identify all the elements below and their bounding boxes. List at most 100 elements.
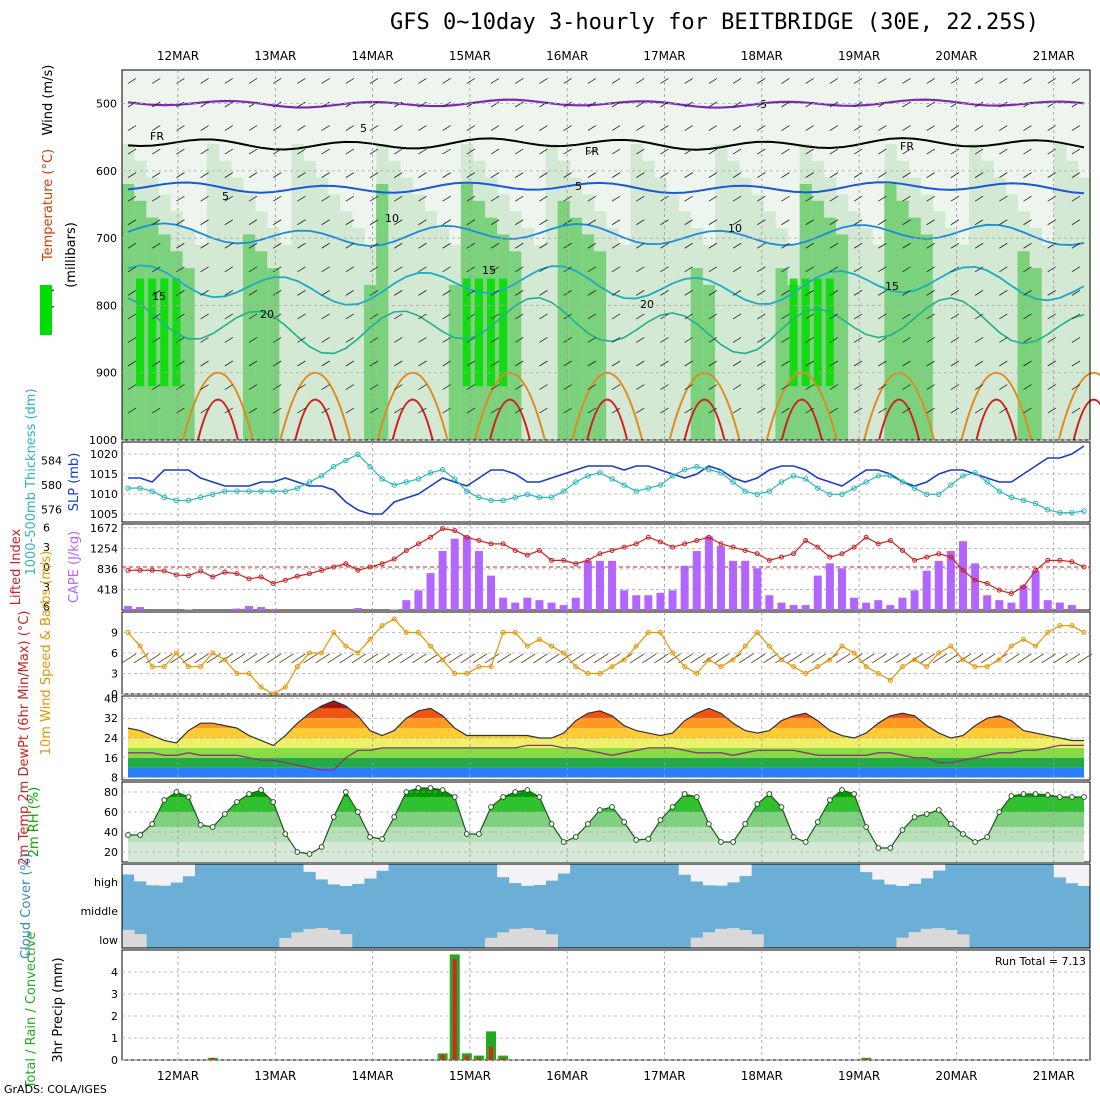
wind-barb [321,101,330,108]
wind-barb [660,407,669,414]
run-total-annotation: Run Total = 7.13 [995,955,1086,968]
surface-wind-barb [484,653,500,664]
wind-barb [660,148,669,155]
rh-shade-light [521,228,534,440]
wind-barb [684,360,693,367]
rh2m-marker [1008,793,1015,799]
rh2m-marker [851,791,857,797]
wind-barb [200,242,209,249]
wind-barb [611,384,621,390]
wind-barb [950,290,960,296]
wind-speed-marker [379,623,385,629]
rh-shade-light [291,144,304,440]
wind-barb [418,384,427,390]
thickness-marker [694,463,700,470]
lifted-index-marker [137,567,143,573]
wind-barb [369,290,379,296]
surface-wind-barb [569,653,584,664]
rh2m-marker [137,832,144,838]
cape-bar [438,551,447,610]
rh2m-marker [911,814,918,820]
wind-barb [369,407,379,414]
cloud-high-clear [727,864,740,883]
wind-barb [200,172,209,178]
thickness-marker [524,491,531,498]
wind-barb [345,101,355,108]
surface-wind-barb [799,653,814,664]
cape-axis-label: CAPE (J/kg) [67,531,82,603]
wind-barb [297,195,306,202]
thickness-marker [331,463,337,470]
wind-speed-marker [996,657,1002,663]
surface-wind-barb [787,653,802,664]
surface-wind-barb [315,653,330,664]
wind-speed-marker [718,664,724,670]
wind-barb [466,313,476,320]
lifted-index-marker [1081,564,1087,570]
thickness-marker [294,485,301,491]
date-label-bottom: 18MAR [741,1069,783,1083]
rh2m-marker [657,817,664,823]
surface-wind-barb [533,653,548,664]
cloud-high-clear [509,864,522,884]
wind-barb [490,101,500,108]
wind-barb [757,266,766,273]
wind-barb [127,125,137,131]
wind-barb [805,407,814,414]
wind-barb [224,148,234,155]
cape-bar [474,551,483,610]
wind-barb [611,219,621,226]
wind-barb [926,78,935,84]
rh-shade-light [956,244,970,440]
thickness-marker [403,479,410,485]
cape-bar [632,595,641,610]
wind-barb [781,148,790,155]
wind-barb [902,78,911,84]
date-label-bottom: 17MAR [643,1069,685,1083]
wind-barb [974,101,984,108]
wind-barb [418,266,427,273]
lifted-index-marker [1008,590,1014,596]
rh-shade-mid [448,284,462,440]
wind-barb [636,172,645,178]
wind-barb [466,290,476,296]
surface-wind-barb [920,653,935,664]
wind-speed-marker [778,657,784,663]
thickness-marker [597,470,603,476]
cape-bar [535,600,544,610]
wind-barb [611,266,621,273]
rh-shade-light [848,211,861,440]
wind-barb [321,78,330,84]
lifted-index-marker [536,547,542,553]
wind-barb [442,219,451,226]
wind-barb [708,101,718,108]
wind-barb [999,407,1008,414]
lifted-index-marker [561,557,567,563]
wind-barb [151,172,161,178]
wind-barb [515,360,524,367]
cloud-low-clear [339,934,353,948]
wind-barb [539,337,548,343]
wind-barb [321,242,330,249]
surface-wind-barb [896,653,911,664]
thickness-marker [669,473,676,479]
lifted-index-marker [682,541,688,547]
rh-shade-high [172,278,181,387]
wind-barb [708,290,718,296]
thickness-marker [1081,508,1087,514]
rh2m-marker [258,787,265,793]
wind-barb [926,313,935,320]
rh2m-marker [584,821,591,827]
thickness-marker [827,491,833,498]
wind-barb [999,242,1008,249]
wind-barb [321,407,330,414]
wind-barb [490,219,500,226]
wind-barb [587,266,597,273]
surface-wind-barb [1053,653,1069,664]
thickness-tick: 576 [41,504,62,517]
precip-total-bar [486,1031,497,1060]
rh2m-marker [355,809,361,815]
wind-barb [490,384,500,390]
thickness-marker [681,466,688,473]
thickness-marker [996,488,1002,494]
